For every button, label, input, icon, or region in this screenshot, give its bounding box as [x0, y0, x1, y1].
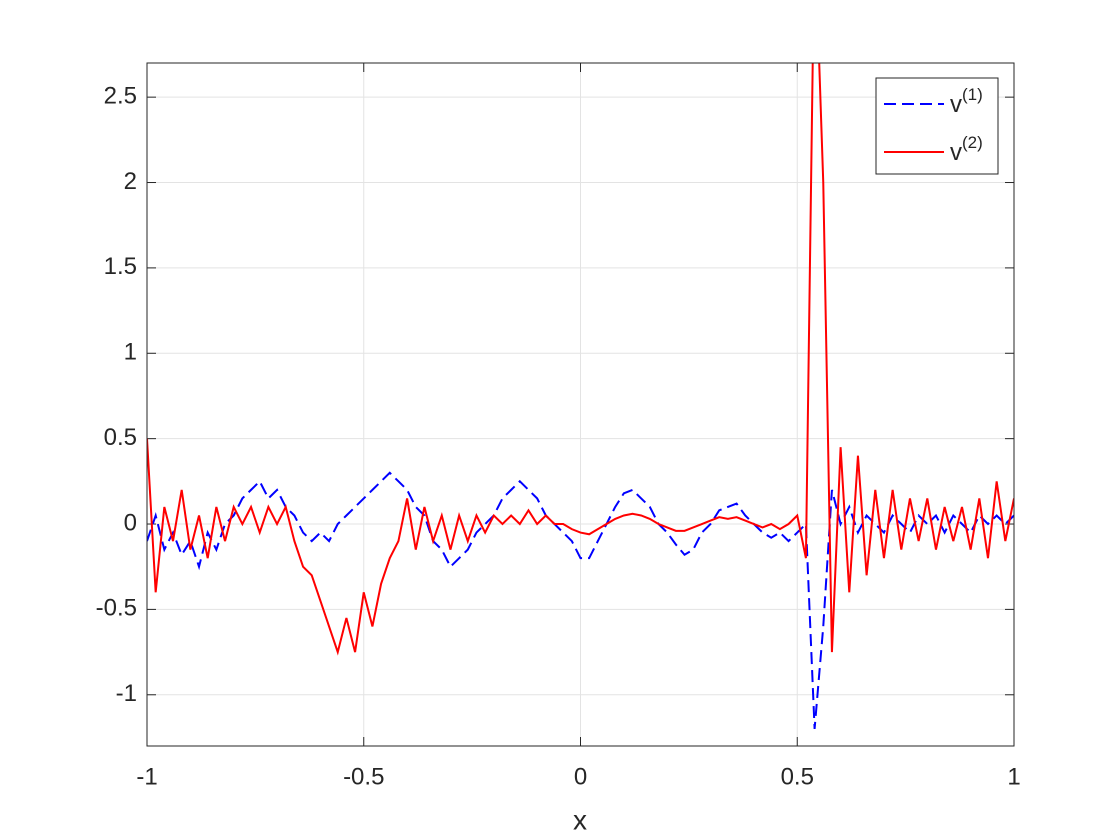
x-tick-label: 1 — [1007, 763, 1020, 790]
y-tick-label: 1.5 — [104, 253, 137, 280]
plot-lines — [147, 63, 1014, 730]
y-tick-label: 0.5 — [104, 424, 137, 451]
x-axis-label: x — [573, 804, 587, 835]
legend-box — [875, 77, 999, 175]
y-tick-label: 1 — [124, 339, 137, 366]
x-tick-label: -0.5 — [343, 763, 384, 790]
legend-label: v(1) — [950, 85, 983, 118]
x-tick-label: 0 — [574, 763, 587, 790]
x-tick-label: 0.5 — [781, 763, 814, 790]
axes-box — [146, 62, 1015, 747]
x-tick-label: -1 — [136, 763, 157, 790]
y-tick-label: 2.5 — [104, 82, 137, 109]
data-line — [147, 63, 1014, 656]
y-tick-label: 0 — [124, 509, 137, 536]
data-line — [147, 471, 1014, 730]
legend-label: v(2) — [950, 133, 983, 166]
y-tick-label: 2 — [124, 168, 137, 195]
y-tick-label: -0.5 — [96, 595, 137, 622]
y-tick-label: -1 — [116, 680, 137, 707]
